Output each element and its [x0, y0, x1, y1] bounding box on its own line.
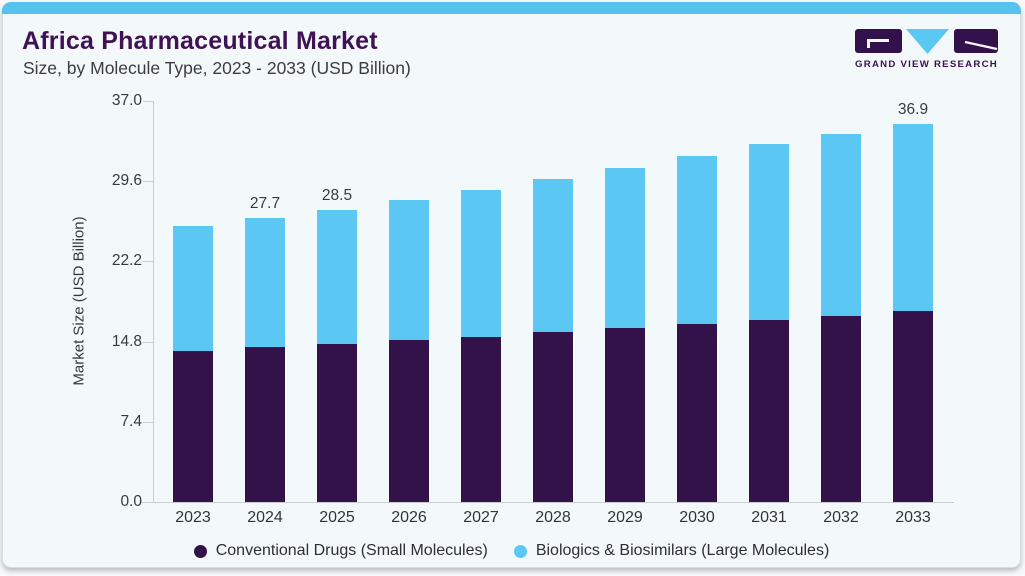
logo-v-triangle-icon — [906, 29, 949, 54]
legend-dot-biologics-icon — [513, 544, 527, 558]
y-tick-mark-29.6 — [143, 181, 153, 183]
bar-2030-conventional — [677, 323, 717, 502]
legend-dot-conventional-icon — [193, 544, 207, 558]
bar-2026-biologics — [389, 199, 429, 341]
x-label-2025: 2025 — [319, 509, 355, 526]
logo-text: GRAND VIEW RESEARCH — [855, 59, 998, 69]
y-tick-mark-0.0 — [143, 502, 153, 503]
x-label-2031: 2031 — [751, 509, 787, 526]
bar-2032-biologics — [821, 134, 861, 317]
x-label-2027: 2027 — [463, 509, 499, 526]
x-label-2032: 2032 — [823, 509, 859, 526]
y-tick-mark-14.8 — [143, 341, 153, 343]
bar-2023-conventional — [173, 351, 213, 502]
bar-2028-conventional — [533, 331, 573, 502]
y-axis-title: Market Size (USD Billion) — [70, 216, 88, 386]
bar-2030-biologics — [677, 155, 717, 324]
logo-r-block-icon — [954, 29, 998, 53]
legend-label-biologics: Biologics & Biosimilars (Large Molecules… — [535, 542, 830, 559]
y-tick-label-14.8: 14.8 — [111, 332, 142, 350]
x-label-2028: 2028 — [535, 509, 571, 526]
bar-2033-conventional — [893, 311, 933, 502]
y-tick-mark-22.2 — [143, 261, 153, 263]
y-tick-label-0.0: 0.0 — [120, 493, 142, 510]
bar-2024-conventional — [245, 347, 285, 502]
bar-2033-biologics — [893, 123, 933, 312]
bar-2025-biologics — [317, 209, 357, 345]
bar-2026-conventional — [389, 340, 429, 502]
bar-2025-conventional — [317, 344, 357, 502]
bar-2031-biologics — [749, 144, 789, 320]
x-label-2023: 2023 — [175, 509, 211, 526]
chart-card: Africa Pharmaceutical Market Size, by Mo… — [2, 2, 1021, 568]
bar-2027-biologics — [461, 190, 501, 337]
grand-view-research-logo: GRAND VIEW RESEARCH — [855, 29, 998, 69]
bar-2027-conventional — [461, 336, 501, 502]
y-tick-label-7.4: 7.4 — [120, 412, 142, 430]
legend: Conventional Drugs (Small Molecules) Bio… — [3, 540, 1020, 562]
legend-item-biologics: Biologics & Biosimilars (Large Molecules… — [513, 542, 830, 560]
y-tick-mark-7.4 — [143, 421, 153, 423]
page-title: Africa Pharmaceutical Market — [22, 27, 378, 55]
x-label-2033: 2033 — [895, 509, 931, 526]
bar-2024-biologics — [245, 218, 285, 348]
x-label-2026: 2026 — [391, 509, 427, 526]
page-subtitle: Size, by Molecule Type, 2023 - 2033 (USD… — [23, 58, 411, 78]
value-label-2024: 27.7 — [249, 195, 281, 213]
y-tick-mark-37.0 — [143, 101, 153, 102]
logo-g-notch-icon — [867, 39, 889, 48]
x-label-2030: 2030 — [679, 509, 715, 526]
y-tick-label-37.0: 37.0 — [111, 92, 142, 109]
y-tick-label-22.2: 22.2 — [111, 252, 142, 270]
bar-2029-conventional — [605, 327, 645, 502]
x-axis-line — [141, 502, 954, 503]
value-label-2033: 36.9 — [897, 100, 929, 118]
bar-2029-biologics — [605, 167, 645, 328]
bar-2028-biologics — [533, 179, 573, 332]
y-tick-label-29.6: 29.6 — [111, 172, 142, 190]
x-label-2024: 2024 — [247, 509, 283, 526]
value-label-2025: 28.5 — [321, 186, 353, 204]
logo-r-stroke-icon — [964, 40, 998, 51]
bar-2023-biologics — [173, 226, 213, 352]
legend-item-conventional-drugs: Conventional Drugs (Small Molecules) — [193, 542, 488, 560]
top-accent-bar — [2, 2, 1021, 14]
y-axis-line — [153, 101, 154, 502]
bar-2031-conventional — [749, 319, 789, 502]
legend-label-conventional: Conventional Drugs (Small Molecules) — [215, 542, 488, 559]
bar-2032-conventional — [821, 316, 861, 502]
x-label-2029: 2029 — [607, 509, 643, 526]
